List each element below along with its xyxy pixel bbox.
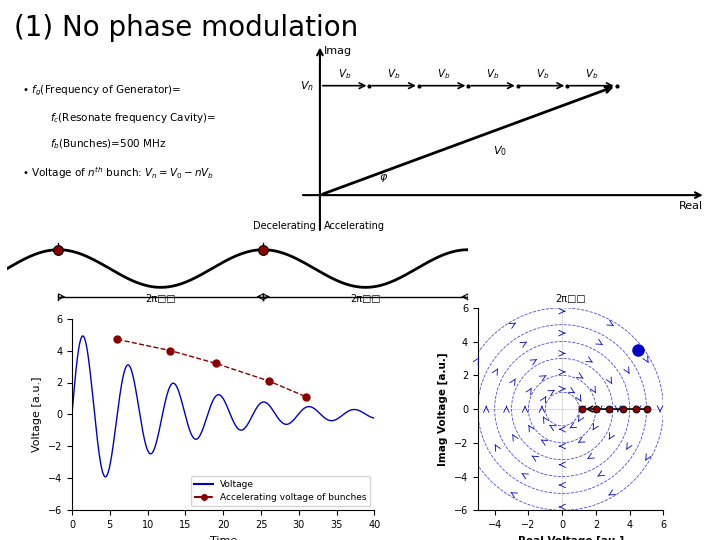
Text: $V_b$: $V_b$ bbox=[338, 68, 351, 82]
Text: (1) No phase modulation: (1) No phase modulation bbox=[14, 14, 359, 42]
Text: Real: Real bbox=[679, 200, 703, 211]
Text: 2π□□: 2π□□ bbox=[555, 294, 585, 304]
Text: Decelerating: Decelerating bbox=[253, 221, 316, 231]
Voltage bbox=[68, 411, 76, 418]
Text: $V_b$: $V_b$ bbox=[486, 68, 500, 82]
Accelerating voltage of bunches bbox=[302, 394, 311, 400]
Y-axis label: Voltage [a.u.]: Voltage [a.u.] bbox=[32, 377, 42, 452]
Line: Voltage: Voltage bbox=[72, 336, 374, 477]
Accelerating voltage of bunches bbox=[264, 377, 273, 384]
Accelerating voltage of bunches bbox=[212, 360, 220, 367]
Voltage bbox=[361, 411, 370, 417]
Text: 2π□□: 2π□□ bbox=[145, 294, 176, 304]
Text: $V_b$: $V_b$ bbox=[585, 68, 598, 82]
Voltage bbox=[84, 349, 92, 355]
Voltage bbox=[361, 411, 370, 417]
Line: Accelerating voltage of bunches: Accelerating voltage of bunches bbox=[114, 336, 310, 400]
Voltage bbox=[78, 333, 87, 339]
Text: $\varphi$: $\varphi$ bbox=[379, 172, 389, 184]
Voltage bbox=[207, 401, 216, 408]
X-axis label: Real Voltage [au.]: Real Voltage [au.] bbox=[518, 536, 624, 540]
Accelerating voltage of bunches bbox=[113, 336, 122, 342]
Text: $V_0$: $V_0$ bbox=[493, 144, 507, 158]
Text: Accelerating: Accelerating bbox=[324, 221, 385, 231]
Accelerating voltage of bunches bbox=[166, 347, 175, 354]
Voltage bbox=[306, 403, 315, 410]
Voltage bbox=[370, 415, 379, 421]
Text: $f_b$(Bunches)=500 MHz: $f_b$(Bunches)=500 MHz bbox=[50, 138, 167, 151]
Text: $V_b$: $V_b$ bbox=[536, 68, 549, 82]
Text: Imag: Imag bbox=[324, 46, 352, 56]
Text: • Voltage of $n^{th}$ bunch: $V_n = V_0 - nV_b$: • Voltage of $n^{th}$ bunch: $V_n = V_0 … bbox=[22, 165, 214, 180]
X-axis label: Time: Time bbox=[210, 536, 237, 540]
Text: $V_n$: $V_n$ bbox=[300, 79, 314, 92]
Text: $V_b$: $V_b$ bbox=[437, 68, 450, 82]
Voltage bbox=[101, 474, 109, 480]
Text: $f_c$(Resonate frequency Cavity)=: $f_c$(Resonate frequency Cavity)= bbox=[50, 111, 217, 125]
Text: $V_b$: $V_b$ bbox=[387, 68, 401, 82]
Voltage bbox=[215, 392, 224, 398]
Text: 2π□□: 2π□□ bbox=[351, 294, 381, 304]
Y-axis label: Imag Voltage [a.u.]: Imag Voltage [a.u.] bbox=[438, 352, 448, 466]
Legend: Voltage, Accelerating voltage of bunches: Voltage, Accelerating voltage of bunches bbox=[191, 476, 370, 506]
Text: • $f_g$(Frequency of Generator)=: • $f_g$(Frequency of Generator)= bbox=[22, 84, 181, 98]
